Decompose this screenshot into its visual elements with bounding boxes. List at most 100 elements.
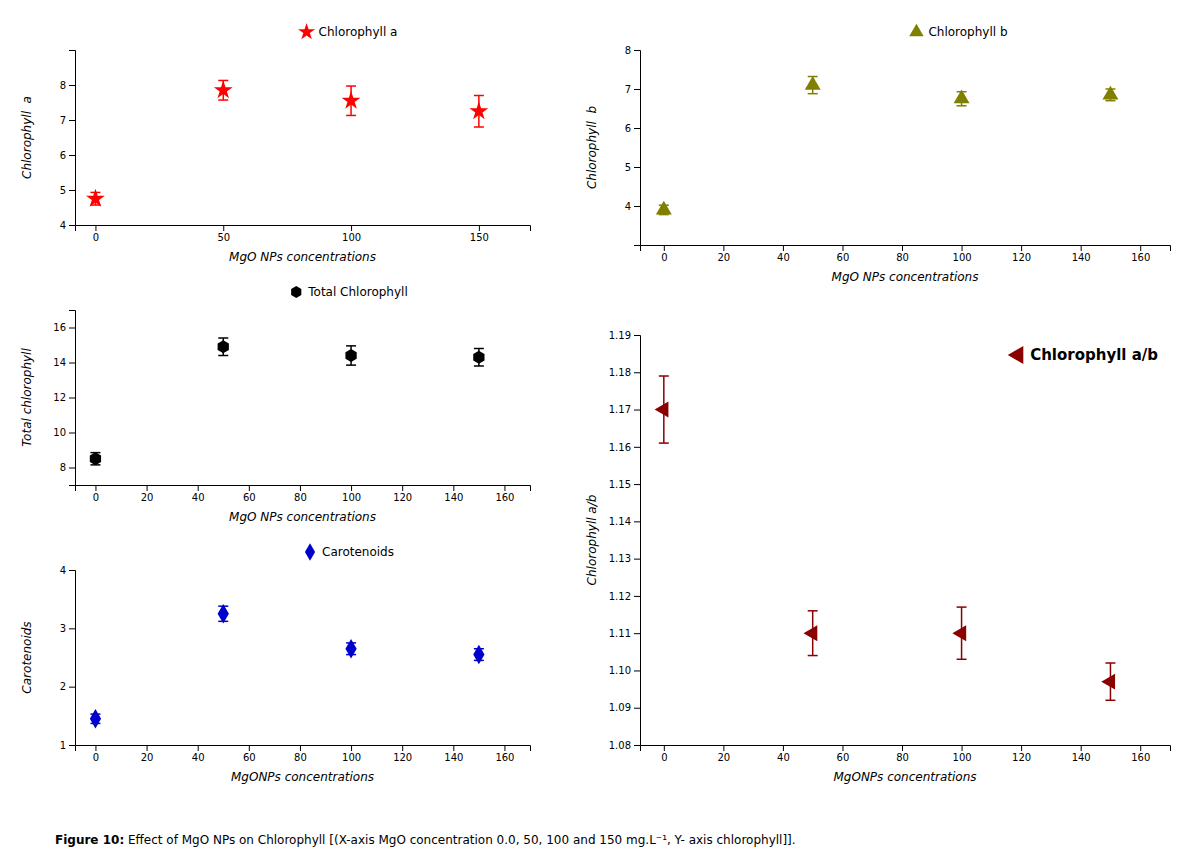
point bbox=[954, 90, 970, 104]
tick-mark bbox=[453, 485, 454, 491]
tick-label: 1.11 bbox=[609, 628, 631, 639]
y-axis: 1234 bbox=[60, 565, 76, 751]
point bbox=[469, 101, 488, 119]
error-bar-cap bbox=[808, 655, 818, 657]
tick-label: 40 bbox=[777, 752, 790, 763]
series bbox=[90, 604, 485, 729]
tick: 4 bbox=[60, 565, 75, 576]
point bbox=[345, 349, 356, 362]
x-axis-title: MgO NPs concentrations bbox=[832, 270, 979, 284]
tick: 1.12 bbox=[609, 591, 640, 602]
tick-mark bbox=[634, 50, 640, 51]
tick-mark bbox=[479, 225, 480, 231]
tick: 120 bbox=[393, 745, 412, 763]
tick-label: 1.09 bbox=[609, 702, 631, 713]
legend-item: Total Chlorophyll bbox=[291, 285, 408, 299]
error-bar-cap bbox=[957, 105, 967, 107]
point bbox=[803, 625, 817, 641]
tick: 150 bbox=[470, 225, 489, 243]
error-bar-cap bbox=[659, 375, 669, 377]
tick-mark bbox=[69, 745, 75, 746]
tick-mark bbox=[198, 745, 199, 751]
tick-mark bbox=[634, 745, 640, 746]
tick-mark bbox=[504, 485, 505, 491]
point bbox=[90, 452, 101, 465]
error-bar-cap bbox=[218, 337, 228, 339]
tick-mark bbox=[147, 485, 148, 491]
tick: 40 bbox=[192, 485, 205, 503]
tick-mark bbox=[842, 245, 843, 251]
series bbox=[656, 76, 1119, 215]
tick-mark bbox=[634, 335, 640, 336]
tick-mark bbox=[634, 206, 640, 207]
tick-label: 1.17 bbox=[609, 404, 631, 415]
tick: 160 bbox=[495, 485, 514, 503]
tick-label: 10 bbox=[53, 427, 66, 438]
tick: 100 bbox=[953, 745, 972, 763]
legend-symbol bbox=[909, 24, 923, 36]
tick-mark bbox=[69, 628, 75, 629]
tick: 1.10 bbox=[609, 665, 640, 676]
tick: 0 bbox=[661, 745, 667, 763]
caption: Figure 10: Effect of MgO NPs on Chloroph… bbox=[55, 833, 796, 847]
tick-label: 60 bbox=[243, 752, 256, 763]
legend: Carotenoids bbox=[305, 543, 394, 561]
tick: 14 bbox=[53, 357, 75, 368]
tick-label: 100 bbox=[342, 492, 361, 503]
point bbox=[952, 625, 966, 641]
error-bar bbox=[90, 453, 100, 465]
tick-label: 1.13 bbox=[609, 553, 631, 564]
legend-label: Chlorophyll b bbox=[928, 25, 1007, 39]
tick: 1.14 bbox=[609, 516, 640, 527]
error-bar-cap bbox=[346, 115, 356, 117]
tick-mark bbox=[902, 745, 903, 751]
tick-mark bbox=[69, 468, 75, 469]
tick-mark bbox=[95, 745, 96, 751]
error-bar-cap bbox=[346, 345, 356, 347]
tick: 4 bbox=[625, 201, 640, 212]
y-axis: 810121416 bbox=[53, 311, 75, 486]
tick: 1.13 bbox=[609, 553, 640, 564]
tick: 1.15 bbox=[609, 479, 640, 490]
tick: 50 bbox=[217, 225, 230, 243]
tick: 20 bbox=[141, 745, 154, 763]
tick-mark bbox=[69, 687, 75, 688]
legend-item: Chlorophyll b bbox=[909, 24, 1007, 40]
tick-mark bbox=[1081, 745, 1082, 751]
tick-mark bbox=[198, 485, 199, 491]
error-bar-cap bbox=[218, 99, 228, 101]
x-axis-title: MgO NPs concentrations bbox=[229, 250, 376, 264]
tick: 100 bbox=[953, 245, 972, 263]
tick-mark bbox=[69, 225, 75, 226]
tick: 1.19 bbox=[609, 330, 640, 341]
panel: 05010015045678MgO NPs concentrationsChlo… bbox=[20, 23, 531, 264]
tick: 60 bbox=[243, 745, 256, 763]
tick: 6 bbox=[60, 150, 75, 161]
tick-mark bbox=[783, 245, 784, 251]
point bbox=[805, 76, 821, 90]
tick-mark bbox=[402, 745, 403, 751]
chart-container: 05010015045678MgO NPs concentrationsChlo… bbox=[0, 0, 1202, 866]
tick-mark bbox=[95, 485, 96, 491]
tick-label: 0 bbox=[93, 232, 99, 243]
tick-label: 100 bbox=[342, 232, 361, 243]
tick-label: 100 bbox=[342, 752, 361, 763]
tick-mark bbox=[69, 570, 75, 571]
point bbox=[1101, 674, 1115, 690]
tick: 7 bbox=[625, 84, 640, 95]
tick-label: 60 bbox=[837, 252, 850, 263]
axis-line bbox=[76, 486, 531, 492]
point bbox=[214, 80, 233, 98]
tick: 8 bbox=[60, 462, 75, 473]
y-axis-title: Carotenoids bbox=[20, 621, 34, 693]
tick-mark bbox=[69, 363, 75, 364]
tick: 100 bbox=[342, 485, 361, 503]
tick-mark bbox=[249, 745, 250, 751]
axis-line bbox=[634, 51, 641, 246]
legend: Chlorophyll a/b bbox=[1008, 346, 1159, 364]
axis-line bbox=[76, 226, 531, 232]
plot-area bbox=[655, 376, 1116, 700]
tick: 60 bbox=[837, 245, 850, 263]
series bbox=[86, 80, 488, 206]
tick-mark bbox=[69, 433, 75, 434]
